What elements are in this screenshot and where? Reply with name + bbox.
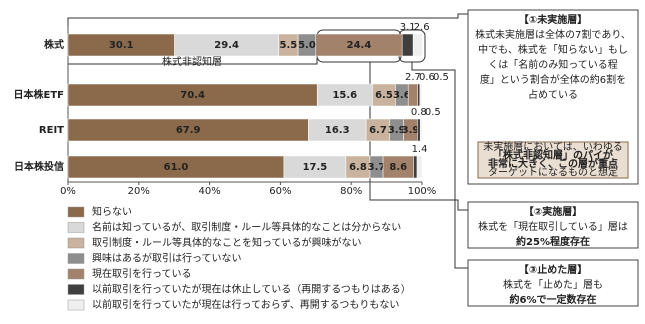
value-label: 5.5 <box>280 40 298 51</box>
bar-segment <box>412 33 423 57</box>
callout-subtext: 未実施層においては、いわゆる <box>483 140 623 153</box>
value-label: 3.1 <box>400 22 416 33</box>
connectors <box>67 13 468 269</box>
callout-title: 【①未実施層】 <box>519 13 587 26</box>
legend-label: 以前取引を行っていたが現在は休止している（再開するつもりはある） <box>92 283 411 296</box>
callout-text: 中でも、株式を「知らない」もし <box>478 43 628 56</box>
value-label: 70.4 <box>180 90 205 101</box>
value-label: 0.5 <box>425 107 441 118</box>
bracket-label: 株式非認知層 <box>162 55 222 68</box>
legend-swatch <box>67 299 85 311</box>
legend-swatch <box>67 268 85 280</box>
value-label: 24.4 <box>347 40 372 51</box>
value-label: 16.3 <box>325 125 350 136</box>
legend-label: 知らない <box>92 205 132 218</box>
category-label: 日本株投信 <box>14 160 64 173</box>
legend-swatch <box>67 253 85 264</box>
x-tick-label: 0% <box>60 186 76 197</box>
value-label: 3.9 <box>388 125 406 136</box>
value-label: 61.0 <box>164 162 189 173</box>
callout-text: 株式を「現在取引している」層は <box>478 220 628 233</box>
callout-text: 占めている <box>528 88 578 101</box>
legend-swatch <box>67 206 85 218</box>
callout-subbox <box>477 141 629 179</box>
legend-swatch <box>67 284 85 295</box>
bar-segment <box>417 83 421 107</box>
value-label: 67.9 <box>176 125 201 136</box>
callout-text: 約25%程度存在 <box>516 235 590 248</box>
value-label: 15.6 <box>332 90 357 101</box>
category-label: 株式 <box>44 38 64 51</box>
value-label: 2.6 <box>414 22 430 33</box>
category-label: 日本株ETF <box>14 88 64 101</box>
legend-swatch <box>67 237 85 249</box>
callout-subtext: 「株式非認知層」のパイが <box>493 149 614 162</box>
value-label: 6.8 <box>349 162 367 173</box>
callout-title: 【③止めた層】 <box>519 263 587 276</box>
x-tick-label: 20% <box>128 186 150 197</box>
value-label: 0.5 <box>433 72 449 83</box>
bar-segment <box>419 118 423 142</box>
bar-segment <box>413 155 418 179</box>
x-tick-label: 100% <box>408 186 437 197</box>
value-label: 3.6 <box>393 90 411 101</box>
bar-segment <box>416 155 423 179</box>
callout-box <box>467 259 639 307</box>
callout-subtext: ターゲットになるものと想定 <box>488 166 618 179</box>
value-label: 3.9 <box>402 125 420 136</box>
x-tick-label: 40% <box>198 186 220 197</box>
callout-title: 【②実施層】 <box>524 205 582 218</box>
legend-label: 現在取引を行っている <box>92 267 192 280</box>
bar-segment <box>407 83 419 107</box>
bar-segment <box>417 118 421 142</box>
value-label: 1.4 <box>412 144 428 155</box>
value-label: 17.5 <box>303 162 328 173</box>
bar-segment <box>401 33 414 57</box>
legend-swatch <box>67 222 85 233</box>
bar-segment <box>419 83 422 107</box>
x-tick-label: 60% <box>269 186 291 197</box>
legend-label: 以前取引を行っていたが現在は行っておらず、再開するつもりもない <box>92 298 399 311</box>
legend-label: 興味はあるが取引は行っていない <box>92 252 242 265</box>
callout-text: 株式未実施層は全体の7割であり、 <box>475 28 631 41</box>
legend-label: 取引制度・ルール等具体的なことを知っているが興味がない <box>92 236 362 249</box>
callout-text: 株式を「止めた」層も <box>503 278 603 291</box>
value-label: 5.0 <box>298 40 316 51</box>
value-label: 29.4 <box>214 40 239 51</box>
callout-subtext: 非常に大きく、この層が重点 <box>488 157 618 170</box>
category-label: REIT <box>39 125 64 136</box>
callout-text: 度」という割合が全体の約6割を <box>480 73 626 86</box>
legend-label: 名前は知っているが、取引制度・ルール等具体的なことは分からない <box>92 221 401 234</box>
value-label: 0.8 <box>411 107 427 118</box>
value-label: 3.7 <box>368 162 386 173</box>
value-label: 0.6 <box>419 72 435 83</box>
callout-text: 約6%で一定数存在 <box>510 293 597 306</box>
x-tick-label: 80% <box>340 186 362 197</box>
callout-box <box>467 201 639 249</box>
value-label: 6.5 <box>375 90 393 101</box>
value-label: 6.7 <box>369 125 387 136</box>
value-label: 2.7 <box>405 72 421 83</box>
value-label: 8.6 <box>389 162 407 173</box>
callout-text: くは「名前のみ知っている程 <box>488 58 618 71</box>
value-label: 30.1 <box>109 40 134 51</box>
